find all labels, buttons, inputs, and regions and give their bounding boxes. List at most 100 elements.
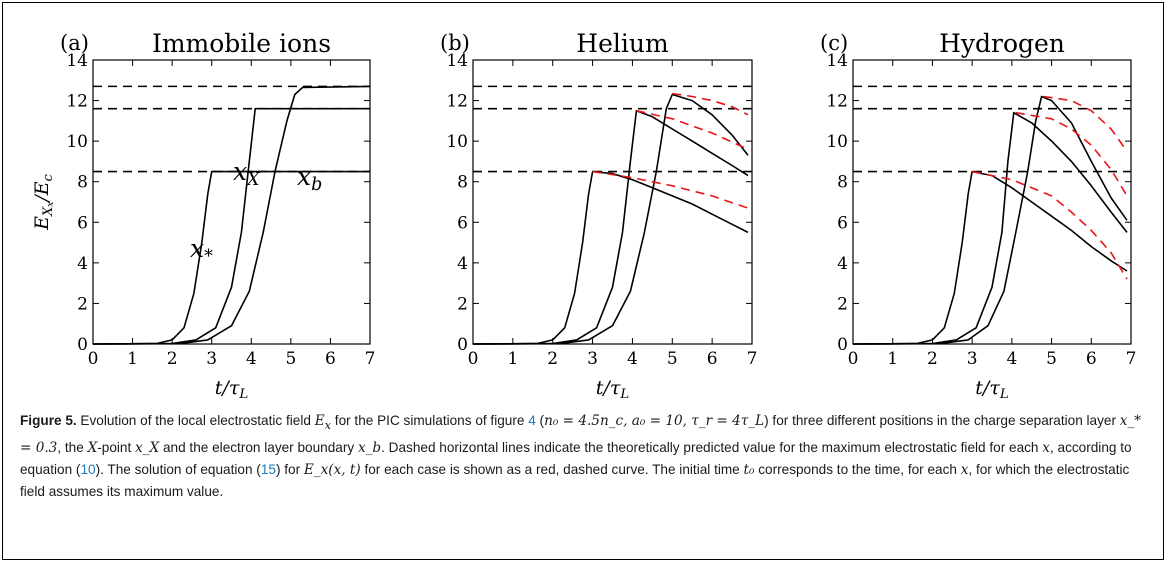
- equation-ref-link[interactable]: 10: [80, 461, 96, 477]
- y-tick-label: 8: [837, 173, 848, 193]
- x-tick-label: 1: [127, 349, 138, 369]
- caption-text: and the electron layer boundary: [159, 439, 358, 455]
- x-tick-label: 2: [547, 349, 558, 369]
- x-tick-label: 5: [667, 349, 678, 369]
- y-tick-label: 12: [826, 92, 848, 112]
- caption-text: for each case is shown as a red, dashed …: [360, 461, 744, 477]
- curve-annotation: xX: [233, 157, 261, 190]
- y-tick-label: 4: [837, 254, 848, 274]
- x-tick-label: 7: [1126, 349, 1137, 369]
- caption-text: ) for: [275, 461, 304, 477]
- pic-simulation-curve: [472, 170, 749, 345]
- y-tick-label: 10: [66, 132, 88, 152]
- pic-simulation-curve: [852, 95, 1128, 345]
- axes-frame: [472, 59, 753, 345]
- x-tick-label: 3: [967, 349, 978, 369]
- y-tick-label: 2: [457, 294, 468, 314]
- caption-text: , according to equation (: [20, 439, 1132, 477]
- caption-text: Evolution of the local electrostatic fie…: [76, 413, 315, 428]
- x-tick-label: 1: [507, 349, 518, 369]
- curve-annotation: xb: [297, 162, 322, 195]
- caption-math: t₀: [743, 461, 755, 478]
- y-axis-label: EXx/Ec: [31, 173, 56, 231]
- x-tick-label: 5: [1046, 349, 1057, 369]
- y-tick-label: 6: [457, 213, 468, 233]
- model-solution-curve: [1043, 95, 1128, 152]
- panel-label: (a): [60, 31, 89, 55]
- x-tick-label: 2: [167, 349, 178, 369]
- x-tick-label: 0: [848, 349, 859, 369]
- y-tick-label: 4: [457, 254, 468, 274]
- pic-simulation-curve: [92, 85, 371, 345]
- pic-simulation-curve: [92, 107, 370, 345]
- model-solution-curve: [1015, 111, 1128, 197]
- caption-math: E: [314, 413, 325, 429]
- x-axis-label: t/τL: [975, 377, 1009, 402]
- caption-text: , the: [57, 439, 88, 455]
- caption-xpoint: X: [87, 439, 98, 456]
- x-tick-label: 0: [88, 349, 99, 369]
- x-axis-label: t/τL: [596, 377, 630, 402]
- y-tick-label: 8: [457, 173, 468, 193]
- figure-caption: Figure 5. Evolution of the local electro…: [20, 410, 1146, 502]
- caption-text: (: [535, 413, 545, 428]
- caption-text: ). The solution of equation (: [95, 461, 261, 477]
- y-tick-label: 12: [446, 92, 468, 112]
- caption-position: x_X: [135, 439, 160, 456]
- caption-position: x_b: [357, 439, 382, 456]
- y-tick-label: 14: [826, 51, 848, 71]
- caption-text: ) for three different positions in the c…: [764, 413, 1120, 428]
- model-solution-curve: [592, 170, 749, 209]
- x-tick-label: 4: [1006, 349, 1017, 369]
- y-tick-label: 6: [837, 213, 848, 233]
- model-solution-curve: [971, 170, 1128, 280]
- x-tick-label: 5: [285, 349, 296, 369]
- caption-text: , for which the electrostatic field assu…: [20, 461, 1130, 499]
- y-tick-label: 4: [77, 254, 88, 274]
- y-tick-label: 8: [77, 173, 88, 193]
- x-tick-label: 3: [587, 349, 598, 369]
- x-tick-label: 4: [246, 349, 257, 369]
- x-tick-label: 6: [707, 349, 718, 369]
- y-tick-label: 14: [66, 51, 88, 71]
- equation-ref-link[interactable]: 15: [260, 461, 276, 477]
- pic-simulation-curve: [472, 109, 749, 345]
- caption-params: n₀ = 4.5n_c, a₀ = 10, τ_r = 4τ_L: [544, 413, 765, 429]
- caption-text: -point: [97, 439, 136, 455]
- model-solution-curve: [672, 92, 749, 116]
- x-axis-label: t/τL: [215, 377, 249, 402]
- curve-annotation: x*: [190, 234, 213, 267]
- panel-title: Hydrogen: [939, 29, 1065, 58]
- pic-simulation-curve: [92, 170, 370, 345]
- x-tick-label: 7: [747, 349, 758, 369]
- x-tick-label: 7: [365, 349, 376, 369]
- y-tick-label: 10: [446, 132, 468, 152]
- caption-position: x_* = 0.3: [20, 413, 1142, 456]
- axes-frame: [852, 59, 1132, 345]
- x-tick-label: 6: [325, 349, 336, 369]
- caption-text: for the PIC simulations of figure: [331, 413, 529, 428]
- x-tick-label: 1: [887, 349, 898, 369]
- y-tick-label: 6: [77, 213, 88, 233]
- pic-simulation-curve: [852, 170, 1128, 345]
- x-tick-label: 3: [206, 349, 217, 369]
- panel-label: (b): [440, 31, 470, 55]
- caption-var: x: [1042, 439, 1050, 456]
- caption-math-sub: x: [324, 417, 332, 432]
- panel-label: (c): [820, 31, 848, 55]
- caption-label: Figure 5.: [20, 413, 77, 428]
- y-tick-label: 14: [446, 51, 468, 71]
- x-tick-label: 6: [1086, 349, 1097, 369]
- caption-math: E_x(x, t): [303, 461, 361, 478]
- figure-ref-link[interactable]: 4: [528, 413, 536, 428]
- y-tick-label: 0: [457, 335, 468, 355]
- y-tick-label: 0: [837, 335, 848, 355]
- axes-frame: [92, 59, 371, 345]
- panel-title: Helium: [576, 29, 669, 58]
- x-tick-label: 2: [927, 349, 938, 369]
